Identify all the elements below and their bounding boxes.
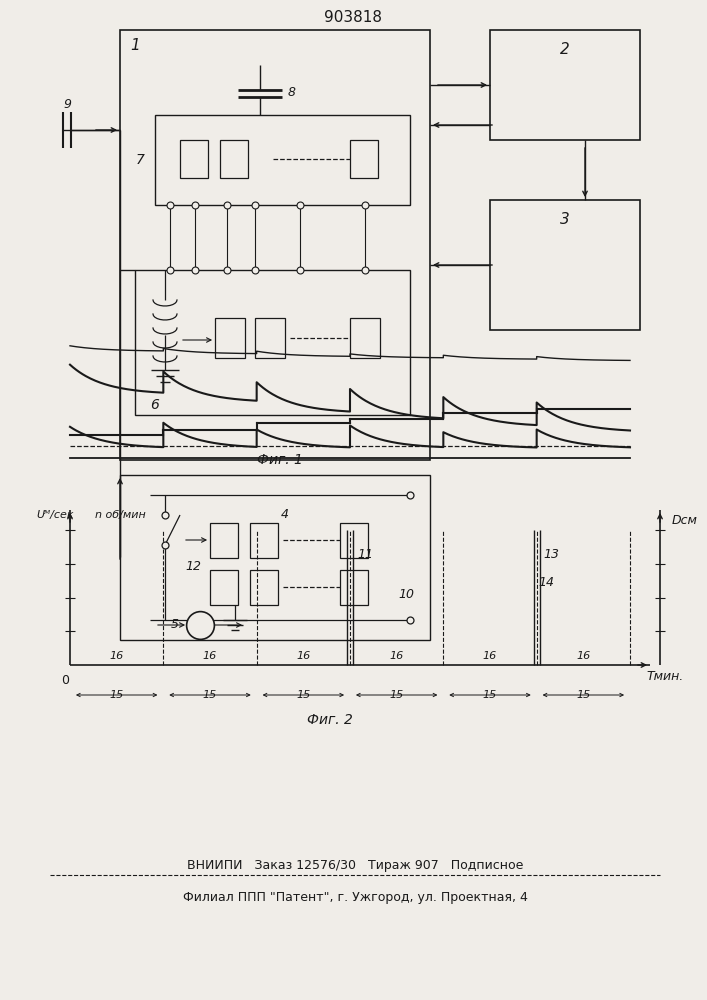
Bar [490,30,640,140]
Bar [120,475,430,640]
Text: 11: 11 [357,548,373,562]
Text: 16: 16 [203,651,217,661]
Text: Tмин.: Tмин. [646,670,684,684]
Text: 15: 15 [110,690,124,700]
Bar [180,140,208,178]
Bar [135,270,410,415]
Text: 16: 16 [390,651,404,661]
Text: 6: 6 [151,398,160,412]
Text: 2: 2 [560,42,570,57]
Text: 15: 15 [576,690,590,700]
Bar [220,140,248,178]
Text: 7: 7 [136,153,144,167]
Text: 4: 4 [281,508,289,522]
Bar [155,115,410,205]
Bar [120,30,430,460]
Text: n об/мин: n об/мин [95,510,146,520]
Bar [215,318,245,358]
Text: 16: 16 [483,651,497,661]
Text: 12: 12 [185,560,201,573]
Bar [250,523,278,558]
Text: 0: 0 [61,674,69,686]
Text: 15: 15 [203,690,217,700]
Text: 15: 15 [296,690,310,700]
Bar [255,318,285,358]
Bar [210,570,238,605]
Bar [210,523,238,558]
Text: 8: 8 [288,87,296,100]
Text: 5: 5 [171,618,179,632]
Text: ВНИИПИ   Заказ 12576/30   Тираж 907   Подписное: ВНИИПИ Заказ 12576/30 Тираж 907 Подписно… [187,858,523,871]
Text: 15: 15 [483,690,497,700]
Text: 9: 9 [63,99,71,111]
Text: Uᴹ/сек: Uᴹ/сек [36,510,74,520]
Text: 13: 13 [544,548,560,562]
Bar [250,570,278,605]
Bar [490,200,640,330]
Bar [340,570,368,605]
Text: 16: 16 [296,651,310,661]
Text: 16: 16 [576,651,590,661]
Bar [350,140,378,178]
Text: Фиг. 2: Фиг. 2 [307,713,353,727]
Text: Dсм: Dсм [672,514,698,526]
Text: 10: 10 [398,588,414,601]
Bar [340,523,368,558]
Text: 903818: 903818 [324,10,382,25]
Text: Фиг. 1: Фиг. 1 [257,453,303,467]
Text: 1: 1 [130,37,140,52]
Text: 14: 14 [538,576,554,589]
Text: Филиал ППП "Патент", г. Ужгород, ул. Проектная, 4: Филиал ППП "Патент", г. Ужгород, ул. Про… [182,892,527,904]
Bar [350,318,380,358]
Text: 16: 16 [110,651,124,661]
Text: 15: 15 [390,690,404,700]
Text: 3: 3 [560,213,570,228]
